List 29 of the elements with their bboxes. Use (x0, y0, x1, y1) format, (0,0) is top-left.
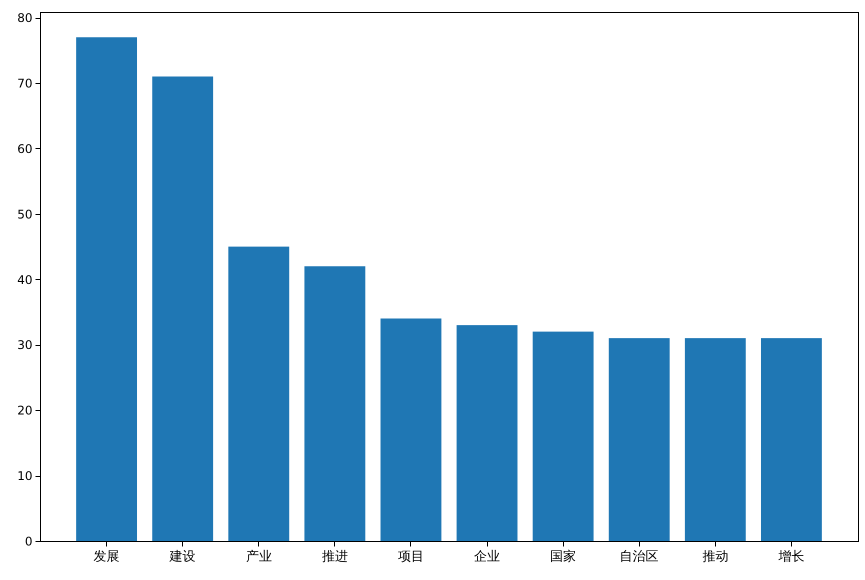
x-tick-label: 建设 (168, 550, 196, 564)
bar (608, 338, 670, 541)
bar (532, 332, 594, 541)
x-tick-label: 推动 (702, 550, 728, 564)
bar (456, 325, 518, 541)
bar (152, 76, 214, 541)
y-tick-label: 30 (17, 338, 32, 352)
bar (76, 37, 138, 541)
x-tick-label: 发展 (94, 550, 120, 564)
x-tick-label: 增长 (777, 550, 804, 564)
bar (380, 318, 442, 541)
x-tick-label: 国家 (550, 548, 576, 564)
x-tick-label: 项目 (398, 550, 424, 564)
x-tick-label: 企业 (474, 550, 500, 564)
x-tick-label: 推进 (322, 550, 348, 564)
bar (684, 338, 746, 541)
y-tick-label: 20 (17, 404, 32, 418)
x-tick-label: 自治区 (620, 550, 659, 564)
y-tick-label: 10 (17, 469, 32, 484)
bar (304, 266, 366, 541)
y-tick-label: 60 (17, 142, 32, 156)
y-tick-label: 50 (17, 207, 32, 222)
bar (228, 246, 290, 541)
y-tick-label: 0 (24, 534, 32, 548)
x-tick-label: 产业 (246, 550, 272, 564)
bar (760, 338, 822, 541)
y-tick-label: 70 (17, 76, 32, 90)
y-tick-label: 40 (17, 272, 32, 287)
y-tick-label: 80 (17, 11, 32, 26)
